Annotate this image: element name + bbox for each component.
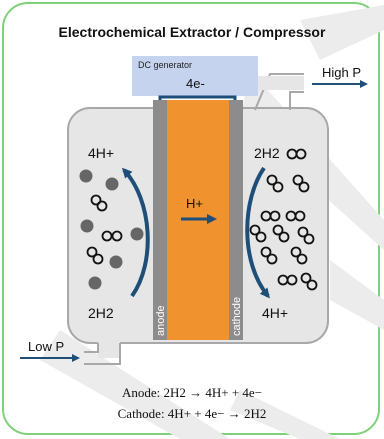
cathode-top-label: 2H2 bbox=[254, 145, 280, 161]
anode-bottom-label: 2H2 bbox=[88, 305, 114, 321]
cathode-label: cathode bbox=[231, 297, 243, 336]
anode-label: anode bbox=[155, 305, 167, 336]
dc-generator bbox=[132, 56, 258, 96]
outlet-pipe bbox=[254, 73, 304, 111]
high-p-label: High P bbox=[322, 65, 361, 80]
cathode-electrode bbox=[229, 100, 243, 340]
inlet-pipe bbox=[84, 343, 121, 365]
cathode-bottom-label: 4H+ bbox=[262, 305, 288, 321]
low-p-label: Low P bbox=[28, 339, 64, 354]
dc-generator-label: DC generator bbox=[138, 60, 192, 70]
anode-reaction-arrow bbox=[121, 167, 150, 298]
electrons-label: 4e- bbox=[186, 76, 205, 91]
cathode-hydrogen-molecules bbox=[249, 148, 318, 291]
cathode-reaction-arrow bbox=[245, 166, 270, 299]
anode-hydrogen-molecules bbox=[86, 194, 123, 265]
anode-proton-dots bbox=[79, 169, 144, 290]
cathode-equation: Cathode: 4H+ + 4e− → 2H2 bbox=[118, 406, 267, 421]
membrane-h-plus-label: H+ bbox=[186, 196, 203, 211]
anode-equation: Anode: 2H2 → 4H+ + 4e− bbox=[122, 385, 262, 400]
anode-top-label: 4H+ bbox=[88, 145, 114, 161]
title: Electrochemical Extractor / Compressor bbox=[59, 24, 326, 40]
anode-electrode bbox=[153, 100, 167, 340]
